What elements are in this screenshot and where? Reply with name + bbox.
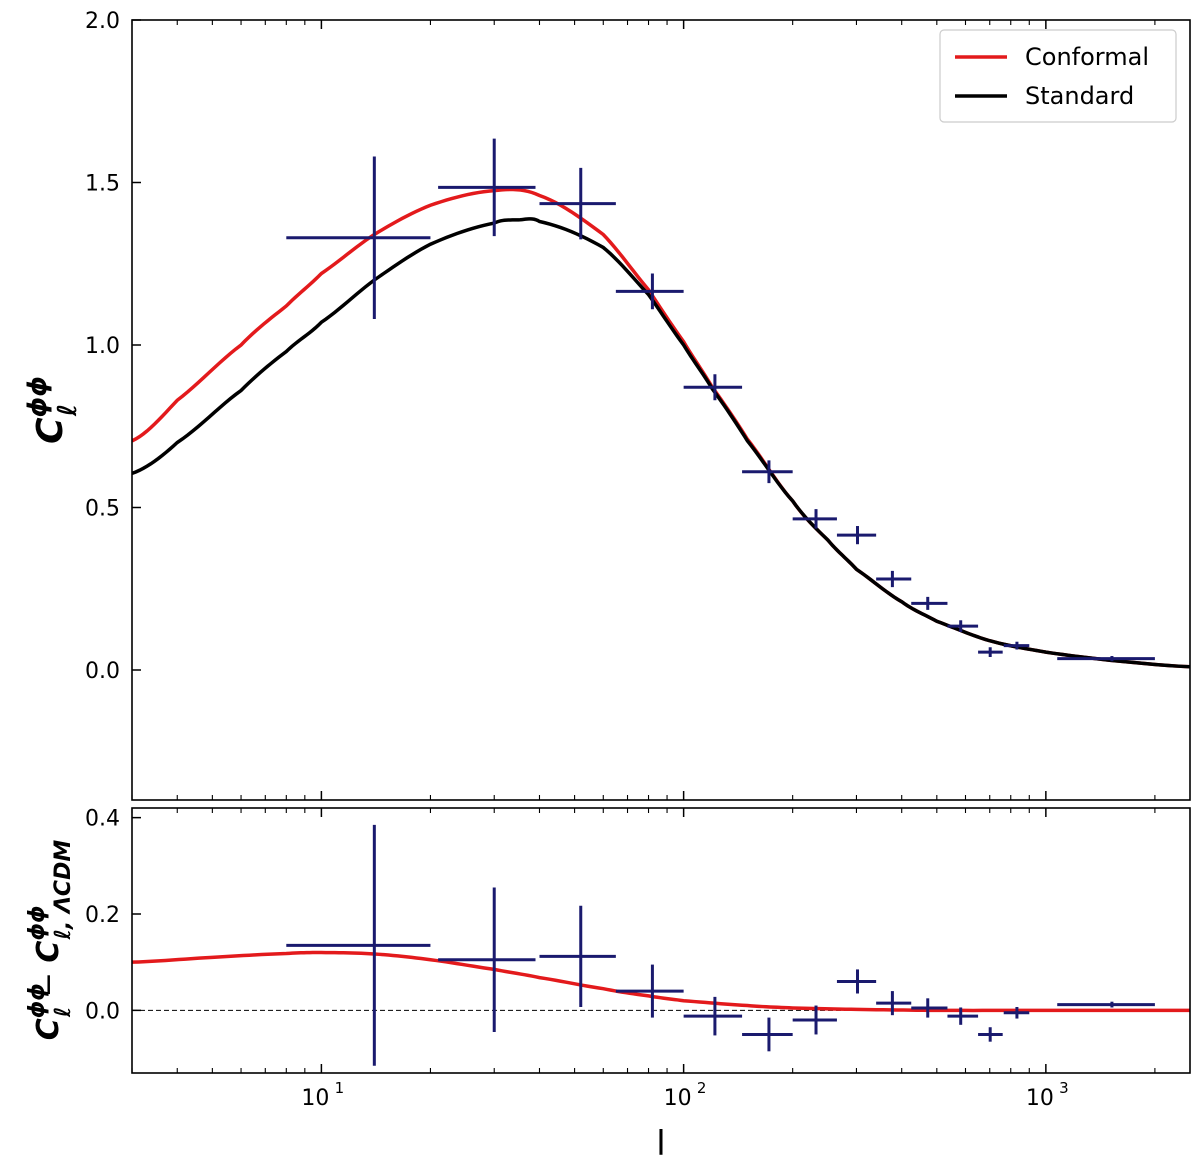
top-ytick-label: 0.0 bbox=[85, 659, 120, 684]
bottom-errorbar-point bbox=[1057, 1001, 1155, 1008]
top-y-ticks: 0.0 0.5 1.0 1.5 2.0 bbox=[85, 9, 141, 684]
bottom-errorbar-point bbox=[539, 905, 616, 1007]
bottom-curves bbox=[132, 950, 1190, 1013]
x-axis-label: l bbox=[656, 1124, 665, 1164]
bottom-errorbar-point bbox=[438, 887, 536, 1033]
bottom-errorbar-point bbox=[978, 1027, 1003, 1042]
bottom-xtick-exponent: 1 bbox=[335, 1079, 345, 1097]
top-errorbar-point bbox=[683, 374, 743, 401]
bottom-errorbar-point bbox=[836, 969, 877, 994]
top-errorbar-point bbox=[947, 620, 979, 632]
bottom-xtick-exponent: 2 bbox=[697, 1079, 707, 1097]
top-ylabel-sub: ℓ bbox=[53, 404, 83, 417]
bottom-errorbar-point bbox=[1003, 1006, 1030, 1019]
top-ytick-label: 1.5 bbox=[85, 172, 120, 197]
bottom-errorbar-point bbox=[911, 998, 948, 1018]
series-standard-line bbox=[132, 217, 1190, 669]
bottom-ylabel-minus: − bbox=[31, 963, 66, 1007]
legend-label-conformal: Conformal bbox=[1025, 43, 1149, 71]
top-ytick-label: 0.5 bbox=[85, 497, 120, 522]
bottom-xtick-exponent: 3 bbox=[1059, 1079, 1069, 1097]
bottom-ylabel-sup2: ϕϕ bbox=[25, 905, 50, 940]
residual-conformal-line bbox=[132, 950, 1190, 1013]
top-errorbar-point bbox=[615, 273, 684, 310]
bottom-ytick-label: 0.4 bbox=[85, 807, 120, 832]
bottom-errorbar-point bbox=[683, 996, 743, 1036]
bottom-errorbar-point bbox=[742, 1017, 793, 1052]
bottom-errorbar-point bbox=[615, 964, 684, 1018]
top-y-axis-label: Cϕϕℓ bbox=[23, 376, 83, 444]
bottom-x-ticks: 10 1 10 2 10 3 bbox=[131, 808, 1156, 1111]
top-errorbar-point bbox=[1003, 641, 1030, 650]
bottom-xtick-label: 10 bbox=[1026, 1086, 1054, 1111]
top-panel: 0.0 0.5 1.0 1.5 2.0 Conformal Standard Cϕϕℓ bbox=[23, 9, 1191, 801]
top-errorbar-point bbox=[539, 167, 616, 240]
bottom-errorbar-point bbox=[792, 1005, 837, 1035]
top-errorbar-point bbox=[876, 570, 912, 588]
bottom-xtick-label: 10 bbox=[664, 1086, 692, 1111]
top-curves bbox=[132, 187, 1190, 669]
svg-text:Cϕϕℓ: Cϕϕℓ bbox=[23, 376, 83, 444]
bottom-ylabel-main2: C bbox=[31, 941, 66, 963]
bottom-y-axis-label: Cϕϕℓ − Cϕϕℓ, ΛCDM bbox=[25, 840, 76, 1041]
bottom-plot-frame bbox=[131, 807, 1191, 1074]
top-ylabel-sup: ϕϕ bbox=[23, 376, 53, 417]
bottom-errorbar-point bbox=[286, 824, 431, 1066]
top-errorbar-point bbox=[911, 596, 948, 610]
legend-box bbox=[939, 29, 1177, 123]
bottom-y-ticks: 0.0 0.2 0.4 bbox=[85, 807, 141, 1024]
series-conformal-line bbox=[132, 187, 1190, 669]
top-errorbar-point bbox=[742, 460, 793, 484]
bottom-ytick-label: 0.2 bbox=[85, 903, 120, 928]
bottom-panel: 0.00.20.4 10 1 10 2 10 3 Cϕϕℓ − Cϕϕℓ, ΛCDM l bbox=[25, 807, 1191, 1164]
svg-text:Cϕϕℓ − Cϕϕℓ, ΛCDM: Cϕϕℓ − Cϕϕℓ, ΛCDM bbox=[25, 840, 76, 1041]
bottom-ylabel-main: C bbox=[31, 1018, 66, 1040]
bottom-ylabel-sub2: ℓ, ΛCDM bbox=[51, 840, 76, 941]
bottom-xtick-label: 10 bbox=[301, 1086, 329, 1111]
top-ytick-label: 1.0 bbox=[85, 334, 120, 359]
top-errorbar-point bbox=[286, 156, 431, 319]
top-errorbar-point bbox=[978, 647, 1003, 657]
legend-label-standard: Standard bbox=[1025, 82, 1134, 110]
bottom-errorbar-point bbox=[876, 991, 912, 1016]
top-ytick-label: 2.0 bbox=[85, 9, 120, 34]
top-errorbar-point bbox=[836, 526, 877, 545]
legend: Conformal Standard bbox=[939, 29, 1177, 123]
bottom-ytick-label: 0.0 bbox=[85, 999, 120, 1024]
bottom-ylabel-sub: ℓ bbox=[51, 1007, 76, 1018]
top-errorbars bbox=[286, 138, 1155, 662]
top-errorbar-point bbox=[438, 138, 536, 237]
top-x-ticks bbox=[131, 20, 1156, 800]
bottom-ylabel-sup: ϕϕ bbox=[25, 983, 50, 1018]
top-errorbar-point bbox=[792, 509, 837, 529]
bottom-errorbar-point bbox=[947, 1007, 979, 1025]
top-plot-frame bbox=[131, 19, 1191, 801]
top-ylabel-main: C bbox=[30, 417, 71, 444]
top-errorbar-point bbox=[1057, 656, 1155, 662]
bottom-errorbars bbox=[286, 824, 1155, 1066]
